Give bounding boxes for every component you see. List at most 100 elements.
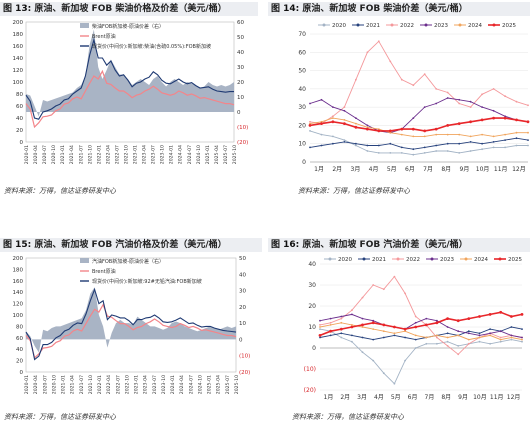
x-tick: 8月 (441, 394, 451, 401)
series-point-2024 (389, 131, 392, 134)
series-point-2020 (309, 130, 311, 132)
series-line-2025 (319, 311, 523, 337)
series-point-2020 (457, 345, 460, 347)
x-tick: 2021-04 (70, 375, 76, 394)
series-point-2022 (423, 73, 426, 76)
chart-title-13: 图 13: 原油、新加坡 FOB 柴油价格及价差（美元/桶） (0, 2, 258, 16)
series-point-2020 (489, 342, 491, 345)
chart-title-text: 原油、新加坡 FOB 柴油价差（美元/桶） (302, 4, 468, 14)
series-point-2024 (435, 133, 438, 136)
series-point-2025 (503, 116, 507, 120)
series-point-2024 (425, 336, 428, 339)
y-tick-left: 0 (20, 370, 24, 376)
y-tick-left: 20 (16, 128, 23, 134)
series-point-2021 (510, 326, 513, 328)
series-point-2022 (499, 336, 502, 339)
y-tick: 10 (308, 324, 316, 331)
series-point-2021 (389, 142, 392, 145)
series-point-2023 (467, 332, 470, 335)
series-point-2023 (412, 117, 415, 119)
y-tick-right: 50 (239, 256, 246, 262)
y-tick: 20 (308, 303, 316, 310)
series-point-2021 (393, 334, 396, 337)
series-point-2022 (446, 91, 449, 94)
legend-marker (492, 23, 496, 27)
series-point-2024 (309, 122, 311, 125)
series-point-2022 (377, 40, 380, 43)
gasoline-spread-seasonal-chart: 40 30 20 10 0 (10) (20) 1月 2月 3月 4月 5月 6月 7月 8月 9月 10月 11… (304, 257, 524, 401)
x-tick: 9月 (460, 166, 470, 173)
legend-label: 2021 (372, 257, 386, 263)
chart-title-text: 原油、新加坡 FOB 汽油价格及价差（美元/桶） (34, 240, 227, 250)
x-tick: 2023-01 (134, 375, 140, 394)
series-point-2024 (340, 321, 343, 324)
y-tick-left: 160 (13, 279, 24, 285)
y-tick: 30 (308, 282, 316, 289)
x-tick: 2023-04 (143, 375, 149, 394)
series-point-2024 (351, 324, 353, 326)
series-point-2024 (423, 135, 426, 138)
x-tick: 11月 (490, 394, 504, 401)
y-tick-left: 200 (13, 256, 24, 262)
series-point-2021 (492, 141, 495, 143)
series-point-2021 (377, 144, 380, 147)
series-point-2022 (412, 84, 415, 87)
series-point-2023 (309, 102, 311, 105)
legend-label: 2020 (332, 23, 346, 29)
x-tick: 11月 (494, 166, 508, 173)
series-point-2025 (400, 127, 404, 131)
legend-label: 2023 (440, 257, 454, 263)
series-line-2020 (319, 328, 523, 385)
y-tick-right: 60 (237, 20, 244, 26)
series-point-2022 (435, 88, 438, 90)
series-point-2021 (446, 142, 449, 145)
x-tick: 2022-07 (114, 145, 120, 164)
series-point-2021 (309, 146, 311, 149)
x-tick: 2020-10 (51, 375, 57, 394)
series-point-2025 (424, 323, 428, 327)
series-point-2023 (492, 109, 495, 112)
x-tick: 10月 (476, 166, 490, 173)
series-point-2023 (361, 317, 364, 320)
legend-marker (464, 257, 468, 261)
series-point-2024 (521, 338, 523, 341)
x-tick: 2020-07 (42, 375, 48, 394)
legend-label: 汽油FOB新加坡-原油价差（右） (92, 258, 164, 265)
series-point-2024 (329, 324, 332, 326)
x-tick: 2024-07 (188, 375, 194, 394)
series-point-2023 (366, 124, 369, 127)
series-point-2025 (423, 129, 427, 133)
series-point-2021 (481, 142, 483, 145)
y-tick: 40 (308, 261, 316, 268)
series-point-2023 (499, 330, 502, 333)
x-tick: 2023-10 (161, 375, 167, 394)
x-tick: 3月 (351, 166, 361, 173)
y-tick-left: 100 (13, 80, 24, 86)
series-point-2025 (343, 122, 346, 125)
x-tick: 2021-10 (87, 145, 93, 164)
legend-label: 现货价(中间价):新加坡:92#无铅汽油:FOB新加坡 (92, 278, 202, 285)
brent-line (25, 69, 235, 129)
x-tick: 2020-04 (33, 375, 39, 394)
series-point-2020 (343, 139, 346, 141)
series-point-2024 (458, 133, 461, 136)
series-point-2024 (478, 336, 481, 339)
series-point-2023 (320, 98, 323, 101)
series-point-2021 (423, 146, 426, 149)
chart-title-text: 原油、新加坡 FOB 汽油价差（美元/桶） (302, 240, 468, 250)
series-point-2023 (458, 98, 461, 101)
series-point-2025 (499, 310, 503, 314)
series-point-2022 (400, 78, 403, 81)
series-point-2025 (393, 325, 396, 329)
series-point-2024 (515, 131, 518, 134)
y-tick-left: 180 (13, 32, 24, 38)
series-point-2022 (332, 115, 334, 118)
series-point-2020 (377, 152, 380, 154)
series-point-2022 (329, 321, 332, 324)
series-point-2020 (425, 342, 428, 345)
series-point-2025 (446, 317, 449, 320)
chart-title-15: 图 15: 原油、新加坡 FOB 汽油价格及价差（美元/桶） (0, 238, 262, 252)
chart-title-14: 图 14: 原油、新加坡 FOB 柴油价差（美元/桶） (268, 2, 530, 16)
series-point-2024 (481, 133, 483, 136)
series-point-2020 (446, 340, 449, 343)
